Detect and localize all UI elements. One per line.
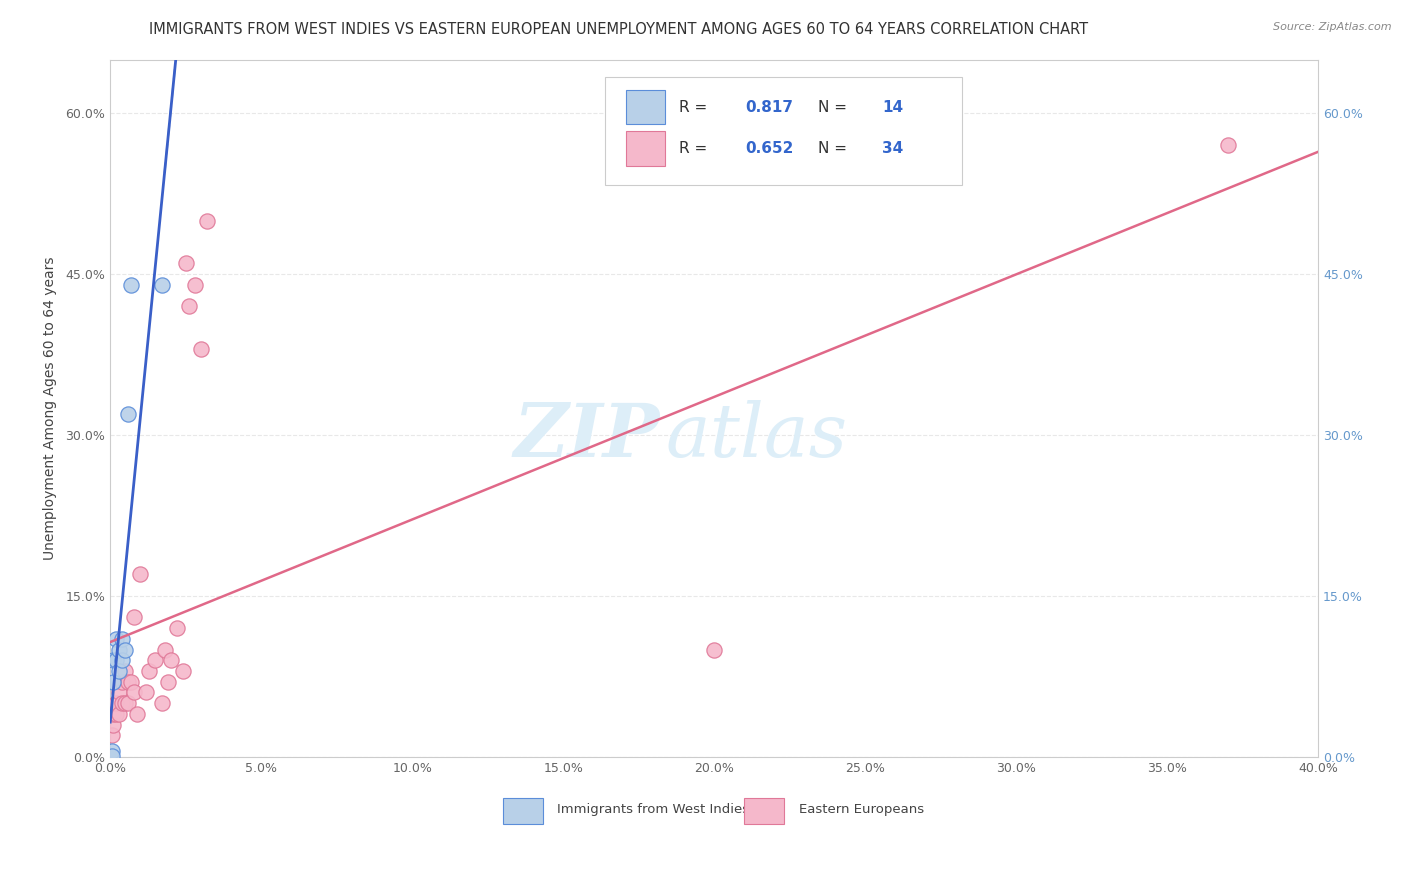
Point	[138, 664, 160, 678]
Text: ZIP: ZIP	[513, 400, 659, 473]
Point	[184, 277, 207, 292]
Point	[703, 642, 725, 657]
Point	[117, 696, 139, 710]
Point	[129, 567, 152, 582]
Point	[105, 696, 128, 710]
Point	[195, 213, 218, 227]
Point	[100, 728, 122, 742]
Point	[159, 653, 181, 667]
Point	[120, 277, 142, 292]
Point	[105, 632, 128, 646]
Text: Immigrants from West Indies: Immigrants from West Indies	[557, 803, 749, 815]
Point	[111, 674, 134, 689]
FancyBboxPatch shape	[503, 798, 543, 824]
Point	[100, 748, 122, 763]
Text: R =: R =	[679, 100, 707, 114]
Point	[117, 407, 139, 421]
Point	[174, 256, 197, 270]
Point	[114, 664, 136, 678]
Point	[127, 706, 149, 721]
Point	[153, 642, 176, 657]
FancyBboxPatch shape	[626, 131, 665, 166]
Point	[166, 621, 188, 635]
Text: 34: 34	[882, 141, 903, 156]
Point	[150, 696, 173, 710]
Point	[156, 674, 179, 689]
Point	[114, 642, 136, 657]
Text: 14: 14	[882, 100, 903, 114]
Point	[114, 696, 136, 710]
Point	[150, 277, 173, 292]
Point	[103, 717, 125, 731]
Point	[190, 343, 212, 357]
Point	[108, 642, 131, 657]
Point	[100, 744, 122, 758]
Text: N =: N =	[818, 141, 846, 156]
Point	[124, 685, 146, 699]
Point	[103, 674, 125, 689]
Text: R =: R =	[679, 141, 707, 156]
Point	[105, 653, 128, 667]
Text: Source: ZipAtlas.com: Source: ZipAtlas.com	[1274, 22, 1392, 32]
Point	[108, 664, 131, 678]
Point	[120, 674, 142, 689]
Point	[103, 653, 125, 667]
Point	[124, 610, 146, 624]
Text: 0.817: 0.817	[745, 100, 793, 114]
Text: Eastern Europeans: Eastern Europeans	[799, 803, 924, 815]
Point	[1216, 138, 1239, 153]
Point	[145, 653, 167, 667]
FancyBboxPatch shape	[626, 89, 665, 125]
Point	[117, 674, 139, 689]
Point	[111, 696, 134, 710]
Text: N =: N =	[818, 100, 846, 114]
Point	[105, 706, 128, 721]
Text: IMMIGRANTS FROM WEST INDIES VS EASTERN EUROPEAN UNEMPLOYMENT AMONG AGES 60 TO 64: IMMIGRANTS FROM WEST INDIES VS EASTERN E…	[149, 22, 1088, 37]
Point	[111, 632, 134, 646]
Point	[108, 706, 131, 721]
Text: 0.652: 0.652	[745, 141, 794, 156]
Text: atlas: atlas	[666, 400, 848, 473]
Point	[135, 685, 157, 699]
Point	[108, 685, 131, 699]
Point	[177, 299, 200, 313]
Y-axis label: Unemployment Among Ages 60 to 64 years: Unemployment Among Ages 60 to 64 years	[44, 257, 58, 560]
Point	[103, 706, 125, 721]
FancyBboxPatch shape	[606, 77, 962, 186]
Point	[111, 653, 134, 667]
FancyBboxPatch shape	[744, 798, 785, 824]
Point	[172, 664, 194, 678]
